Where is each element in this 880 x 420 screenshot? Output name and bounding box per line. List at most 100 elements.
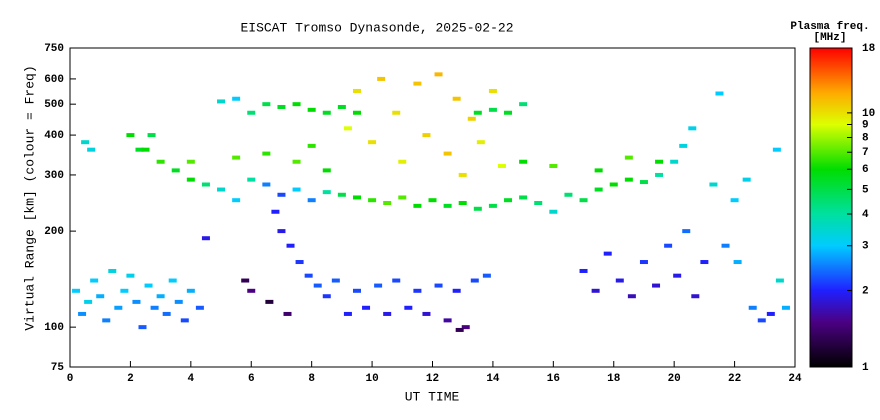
y-tick-label: 500 bbox=[44, 99, 64, 111]
y-tick-label: 750 bbox=[44, 43, 64, 55]
echo-point bbox=[217, 99, 225, 103]
echo-point bbox=[456, 328, 464, 332]
echo-point bbox=[444, 318, 452, 322]
echo-point bbox=[175, 300, 183, 304]
echo-point bbox=[383, 201, 391, 205]
echo-point bbox=[287, 244, 295, 248]
echo-point bbox=[504, 198, 512, 202]
echo-point bbox=[580, 198, 588, 202]
echo-point bbox=[377, 77, 385, 81]
echo-point bbox=[549, 164, 557, 168]
echo-point bbox=[504, 111, 512, 115]
echo-point bbox=[241, 279, 249, 283]
echo-point bbox=[187, 178, 195, 182]
echo-point bbox=[564, 193, 572, 197]
y-axis-label: Virtual Range [km] (colour = Freq) bbox=[22, 65, 37, 330]
echo-point bbox=[715, 92, 723, 96]
echo-point bbox=[392, 111, 400, 115]
echo-point bbox=[247, 289, 255, 293]
echo-point bbox=[682, 229, 690, 233]
echo-point bbox=[90, 279, 98, 283]
echo-point bbox=[664, 244, 672, 248]
echo-point bbox=[474, 111, 482, 115]
colorbar-tick-label: 1 bbox=[862, 362, 869, 374]
y-tick-label: 200 bbox=[44, 226, 64, 238]
echo-point bbox=[181, 318, 189, 322]
echo-point bbox=[293, 160, 301, 164]
echo-point bbox=[625, 156, 633, 160]
echo-point bbox=[468, 117, 476, 121]
echo-point bbox=[489, 108, 497, 112]
echo-point bbox=[202, 183, 210, 187]
echo-point bbox=[688, 126, 696, 130]
echo-point bbox=[519, 195, 527, 199]
echo-point bbox=[202, 236, 210, 240]
echo-point bbox=[776, 279, 784, 283]
echo-point bbox=[323, 294, 331, 298]
echo-point bbox=[580, 269, 588, 273]
echo-point bbox=[670, 160, 678, 164]
echo-point bbox=[743, 178, 751, 182]
echo-point bbox=[679, 144, 687, 148]
echo-point bbox=[398, 160, 406, 164]
echo-point bbox=[217, 188, 225, 192]
echo-point bbox=[148, 133, 156, 137]
x-tick-label: 18 bbox=[607, 373, 621, 385]
echo-point bbox=[139, 325, 147, 329]
chart-title: EISCAT Tromso Dynasonde, 2025-02-22 bbox=[240, 20, 513, 35]
colorbar-tick-label: 10 bbox=[862, 108, 875, 120]
x-tick-label: 10 bbox=[365, 373, 378, 385]
echo-point bbox=[172, 168, 180, 172]
echo-point bbox=[120, 289, 128, 293]
echo-point bbox=[767, 312, 775, 316]
echo-point bbox=[655, 160, 663, 164]
x-tick-label: 2 bbox=[127, 373, 134, 385]
x-tick-label: 22 bbox=[728, 373, 741, 385]
echo-point bbox=[277, 105, 285, 109]
echo-point bbox=[271, 210, 279, 214]
echo-point bbox=[305, 274, 313, 278]
echo-point bbox=[700, 260, 708, 264]
echo-point bbox=[392, 279, 400, 283]
echo-point bbox=[338, 193, 346, 197]
echo-point bbox=[474, 207, 482, 211]
echo-point bbox=[338, 105, 346, 109]
echo-point bbox=[247, 178, 255, 182]
echo-point bbox=[232, 156, 240, 160]
echo-point bbox=[398, 195, 406, 199]
echo-point bbox=[616, 279, 624, 283]
echo-point bbox=[422, 312, 430, 316]
x-tick-label: 20 bbox=[668, 373, 681, 385]
echo-point bbox=[353, 111, 361, 115]
echo-point bbox=[102, 318, 110, 322]
x-tick-label: 6 bbox=[248, 373, 255, 385]
echo-point bbox=[353, 289, 361, 293]
echo-point bbox=[489, 204, 497, 208]
x-tick-label: 4 bbox=[188, 373, 195, 385]
echo-point bbox=[691, 294, 699, 298]
x-tick-label: 8 bbox=[308, 373, 315, 385]
echo-point bbox=[422, 133, 430, 137]
echo-point bbox=[126, 133, 134, 137]
echo-point bbox=[640, 180, 648, 184]
echo-point bbox=[604, 252, 612, 256]
echo-point bbox=[108, 269, 116, 273]
echo-point bbox=[444, 152, 452, 156]
echo-point bbox=[413, 204, 421, 208]
echo-point bbox=[169, 279, 177, 283]
x-axis-label: UT TIME bbox=[405, 389, 460, 404]
x-tick-label: 12 bbox=[426, 373, 439, 385]
plot-frame bbox=[70, 48, 795, 367]
echo-point bbox=[628, 294, 636, 298]
echo-point bbox=[308, 198, 316, 202]
echo-point bbox=[374, 284, 382, 288]
echo-point bbox=[293, 188, 301, 192]
echo-point bbox=[519, 102, 527, 106]
echo-point bbox=[265, 300, 273, 304]
echo-point bbox=[296, 260, 304, 264]
x-tick-label: 24 bbox=[788, 373, 802, 385]
echo-point bbox=[96, 294, 104, 298]
y-tick-label: 400 bbox=[44, 130, 64, 142]
x-tick-label: 14 bbox=[486, 373, 500, 385]
